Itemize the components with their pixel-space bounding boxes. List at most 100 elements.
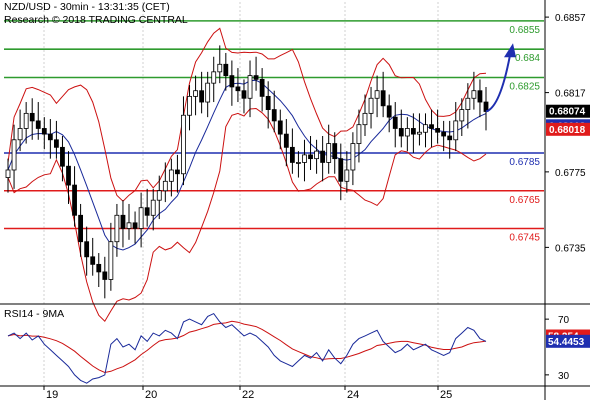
- candle-body: [356, 124, 362, 144]
- candle-body: [374, 90, 380, 99]
- candle-body: [350, 143, 356, 171]
- x-tick-label: 22: [242, 389, 254, 400]
- y-tick-label: 0.6857: [555, 13, 586, 24]
- candle-body: [235, 86, 241, 92]
- candle-body: [72, 184, 77, 216]
- candle-body: [205, 82, 211, 103]
- candle-body: [368, 97, 374, 114]
- candle-body: [380, 90, 386, 107]
- candle-body: [11, 139, 17, 171]
- rsi-ma-line: [7, 320, 487, 374]
- level-label: 0.6745: [509, 233, 540, 244]
- grid: [43, 2, 439, 386]
- candle-body: [398, 128, 404, 137]
- candle-body: [96, 263, 102, 273]
- candles: [5, 45, 489, 299]
- candle-body: [386, 105, 392, 118]
- rsi-title: RSI14 - 9MA: [4, 308, 65, 320]
- chart-credit: Research © 2018 TRADING CENTRAL: [4, 14, 188, 26]
- bollinger-upper-line: [7, 27, 487, 202]
- candle-body: [459, 109, 465, 122]
- chart-title: NZD/USD - 30min - 13:31:35 (CET): [4, 1, 170, 13]
- y-tick-label: 0.6735: [555, 243, 586, 254]
- candle-body: [435, 128, 440, 133]
- candle-body: [344, 169, 350, 182]
- candle-body: [108, 241, 114, 280]
- candle-body: [35, 120, 41, 129]
- price-label-text: 0.68074: [549, 107, 586, 118]
- rsi-value-box: [546, 334, 590, 348]
- candle-body: [429, 124, 434, 129]
- candle-body: [84, 241, 90, 258]
- candle-body: [302, 154, 307, 163]
- price-label-box: [546, 104, 590, 118]
- candle-body: [296, 162, 301, 164]
- candle-body: [162, 180, 168, 192]
- candle-body: [271, 109, 277, 122]
- candle-body: [168, 169, 174, 182]
- y-tick-label: 0.6817: [555, 89, 586, 100]
- candle-body: [114, 214, 120, 243]
- candle-body: [362, 112, 368, 126]
- projection-arrow-head: [504, 43, 516, 58]
- candle-body: [47, 133, 53, 141]
- candle-body: [60, 146, 65, 167]
- candle-body: [223, 63, 229, 77]
- candle-body: [132, 222, 138, 229]
- candle-body: [392, 116, 398, 129]
- candle-body: [29, 112, 35, 122]
- candle-body: [417, 131, 422, 135]
- price-label-text: 0.68018: [549, 125, 586, 136]
- candle-body: [193, 90, 198, 97]
- candle-body: [277, 120, 283, 135]
- y-tick-label: 0.6775: [555, 168, 586, 179]
- rsi-value-text: 54.4453: [548, 337, 585, 348]
- candle-body: [126, 222, 132, 229]
- candle-body: [90, 256, 96, 265]
- candle-body: [199, 90, 205, 103]
- candle-body: [320, 150, 326, 163]
- candle-body: [314, 150, 319, 160]
- candle-body: [410, 128, 416, 135]
- projection-arrow: [485, 43, 516, 113]
- candle-body: [289, 146, 295, 163]
- candle-body: [326, 143, 332, 163]
- candle-body: [217, 63, 223, 73]
- candle-body: [265, 95, 271, 110]
- x-tick-label: 25: [440, 389, 452, 400]
- level-label: 0.684: [515, 53, 540, 64]
- candle-body: [247, 75, 253, 99]
- axis-labels: 0.6857 0.6817 0.6775 0.6735 0.68074 0.68018 0.…: [46, 13, 590, 400]
- candle-body: [404, 128, 410, 137]
- candle-body: [5, 169, 11, 178]
- candle-body: [471, 90, 477, 99]
- candle-body: [253, 75, 259, 80]
- candle-body: [150, 199, 156, 216]
- bollinger-bands: [7, 27, 487, 323]
- candle-body: [308, 154, 313, 160]
- candle-body: [23, 112, 29, 129]
- candle-body: [156, 190, 162, 201]
- candle-body: [332, 143, 338, 160]
- level-lines: 0.6855 0.684 0.6825 0.6785 0.6765 0.6745: [4, 20, 544, 244]
- candle-body: [241, 90, 247, 99]
- level-label: 0.6825: [509, 82, 540, 93]
- candle-body: [181, 114, 186, 175]
- candle-body: [229, 75, 235, 88]
- candle-body: [447, 135, 453, 141]
- rsi-panel: [7, 312, 487, 384]
- bollinger-lower-line: [7, 107, 487, 323]
- level-label: 0.6855: [509, 25, 540, 36]
- x-tick-label: 20: [145, 389, 157, 400]
- moving-average-line: [7, 79, 487, 251]
- candle-body: [120, 214, 126, 229]
- candle-body: [102, 271, 108, 280]
- candle-body: [441, 131, 447, 137]
- candle-body: [17, 128, 23, 141]
- candle-body: [453, 120, 459, 141]
- level-label: 0.6785: [509, 157, 540, 168]
- rsi-y-tick-label: 70: [558, 315, 570, 326]
- candle-body: [423, 124, 428, 133]
